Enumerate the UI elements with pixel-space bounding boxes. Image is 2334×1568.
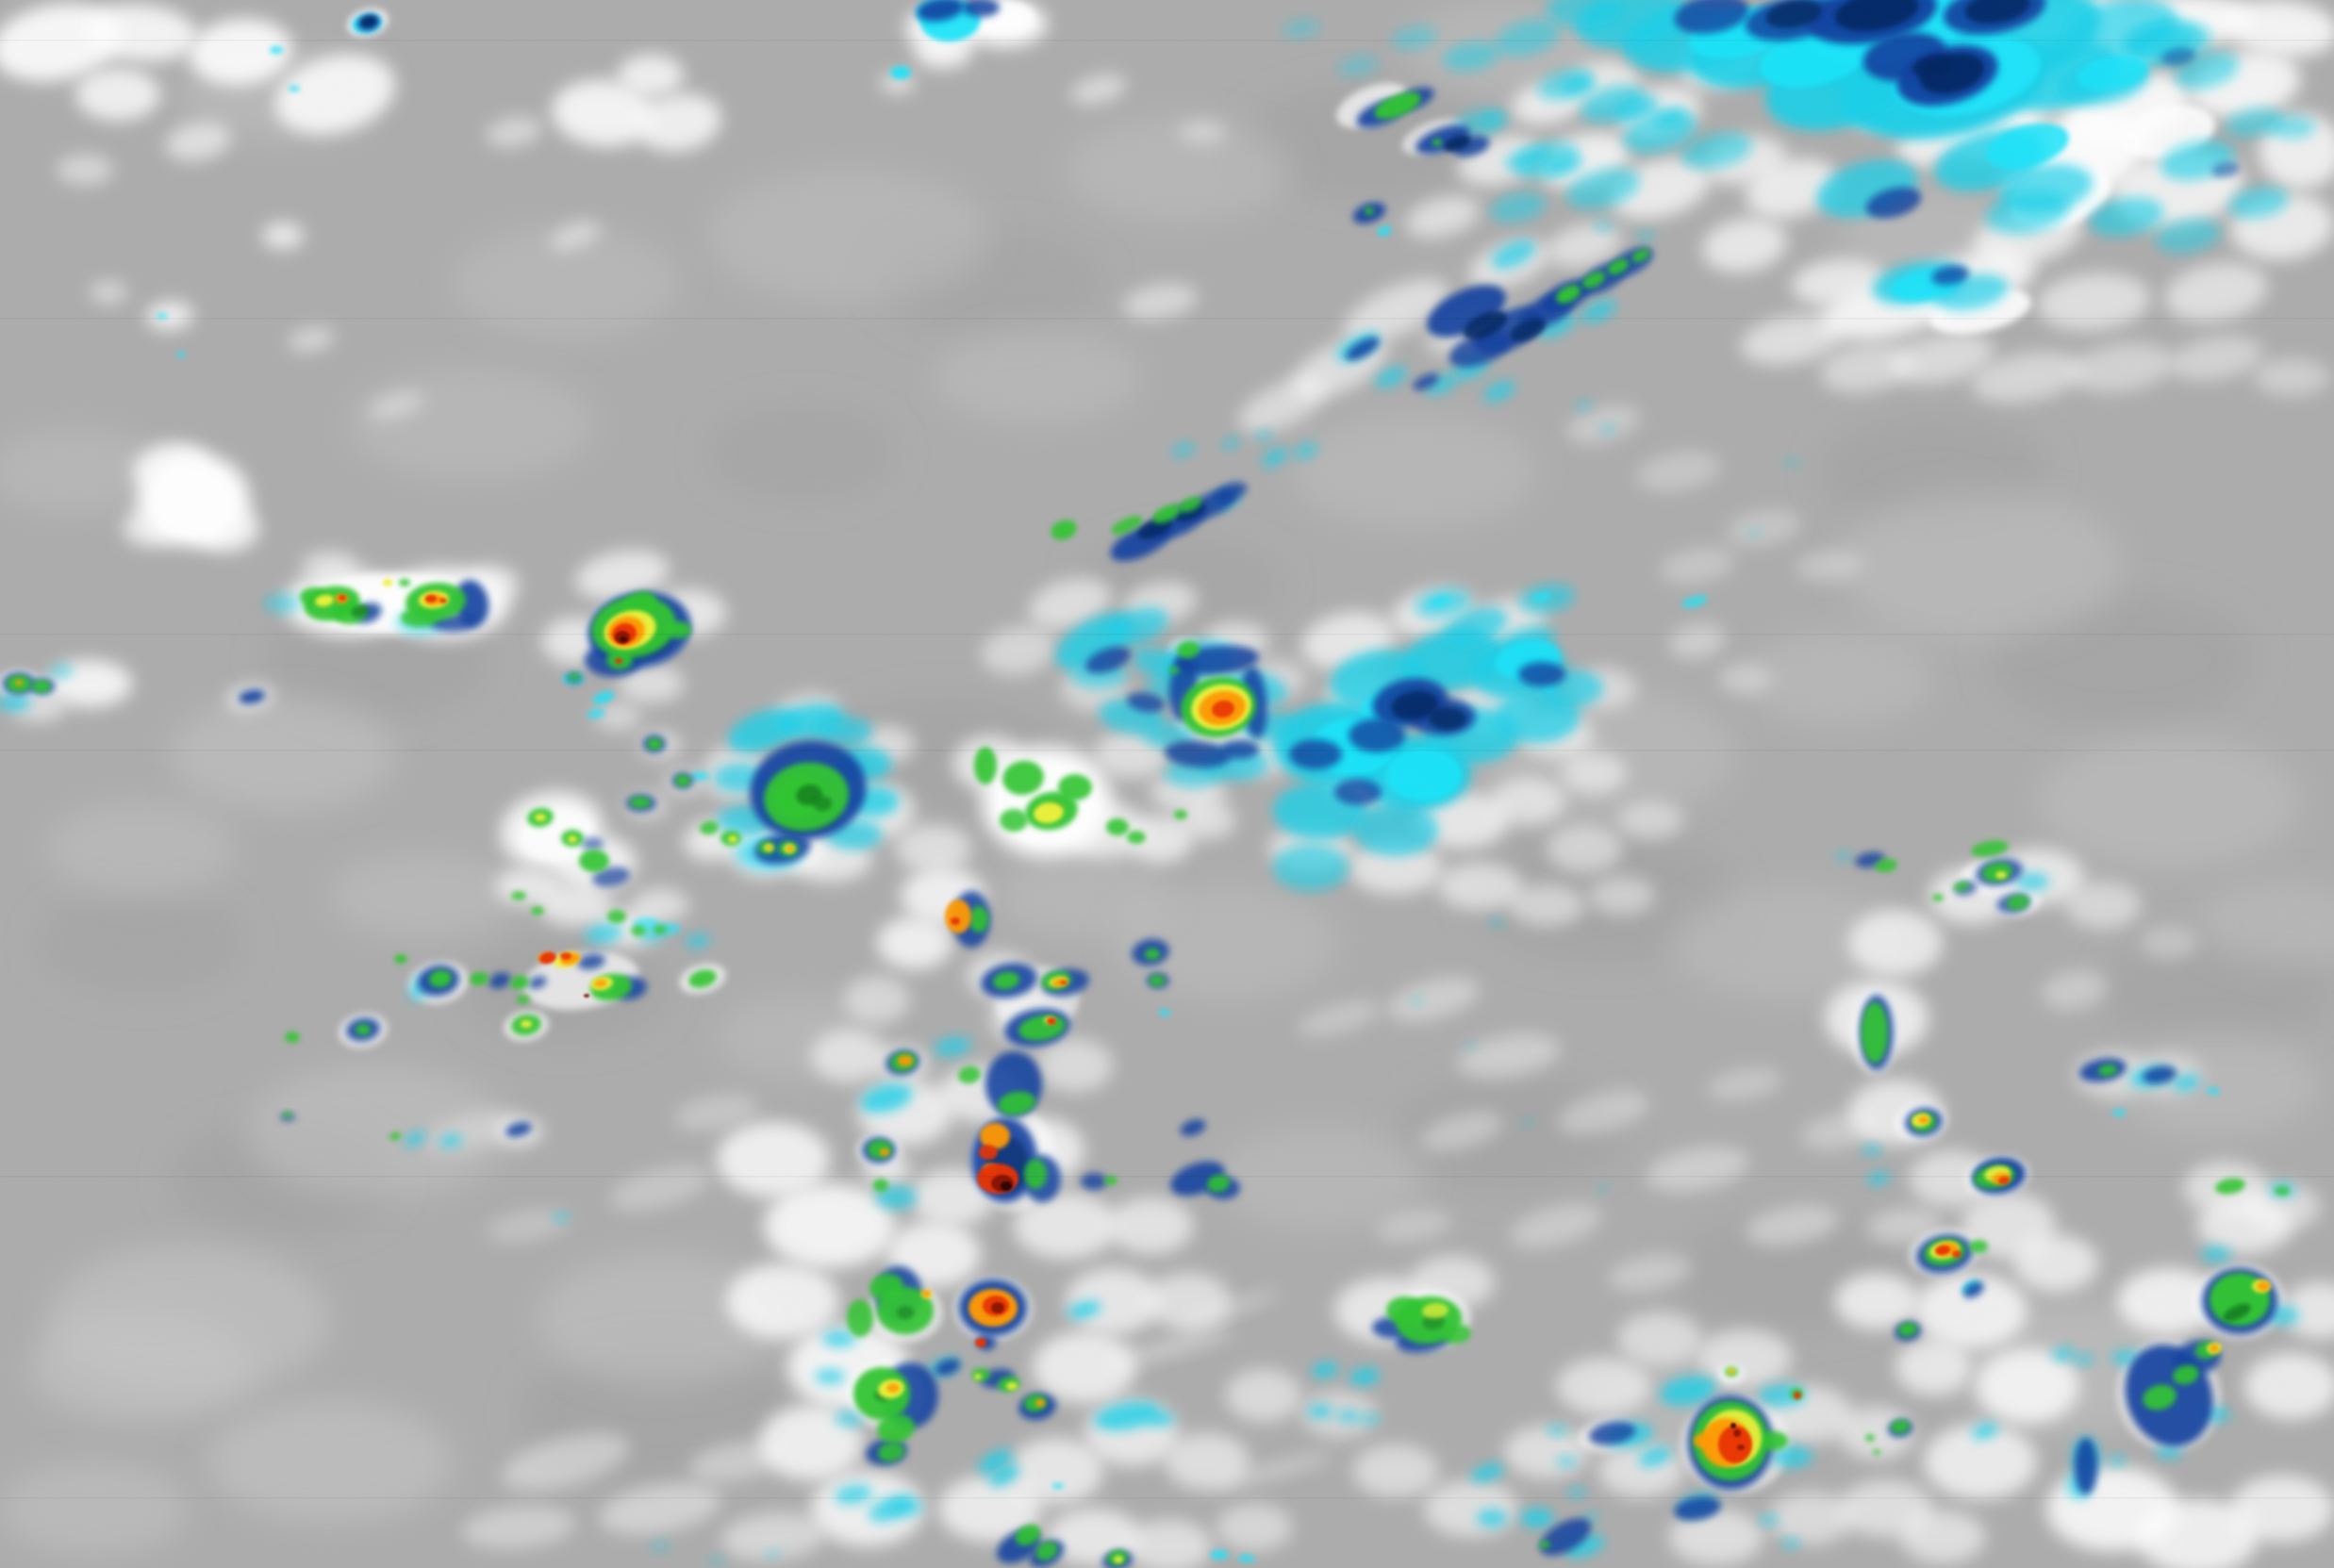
scan-line <box>0 1497 2334 1499</box>
scan-line <box>0 318 2334 320</box>
scan-line <box>0 750 2334 751</box>
scan-line <box>0 634 2334 635</box>
scan-line <box>0 1176 2334 1178</box>
scan-line <box>0 40 2334 41</box>
scan-lines <box>0 40 2334 1499</box>
